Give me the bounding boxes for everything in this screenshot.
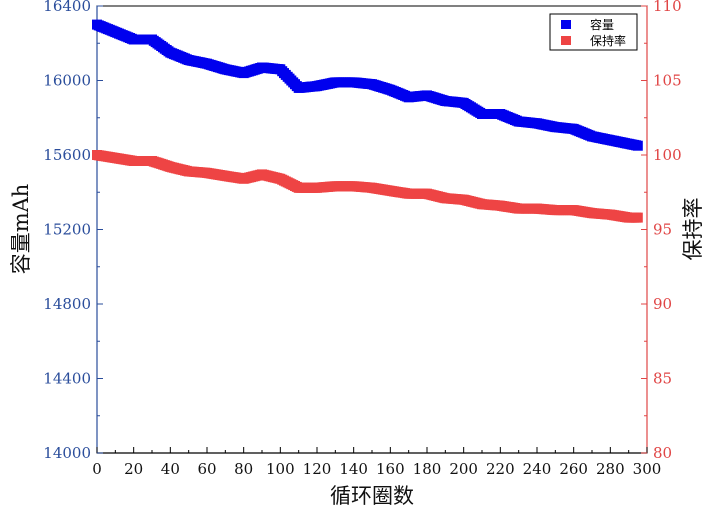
x-axis-ticks: 0 20 40 60 80 100 120 140 160 180 200 220 240 260 280 3… xyxy=(92,447,661,478)
x-tick-label: 0 xyxy=(92,460,102,478)
x-tick-label: 260 xyxy=(559,460,588,478)
right-axis-title: 保持率 xyxy=(681,198,705,261)
x-tick-label: 120 xyxy=(303,460,332,478)
right-tick-label: 95 xyxy=(653,221,672,239)
right-tick-label: 80 xyxy=(653,444,672,462)
x-tick-label: 180 xyxy=(413,460,442,478)
x-tick-label: 140 xyxy=(339,460,368,478)
x-axis-title: 循环圈数 xyxy=(330,484,414,508)
right-tick-label: 90 xyxy=(653,295,672,313)
left-tick-label: 14000 xyxy=(43,444,91,462)
x-tick-label: 160 xyxy=(376,460,405,478)
legend-retention-label: 保持率 xyxy=(590,33,626,48)
x-tick-label: 20 xyxy=(124,460,143,478)
series-capacity xyxy=(92,19,643,151)
plot-frame xyxy=(96,5,648,454)
data-point xyxy=(632,140,643,151)
x-tick-label: 60 xyxy=(197,460,216,478)
legend-retention-marker xyxy=(561,36,571,45)
x-tick-label: 240 xyxy=(523,460,552,478)
right-tick-label: 105 xyxy=(653,72,682,90)
legend-capacity-label: 容量 xyxy=(590,17,614,32)
left-tick-label: 15200 xyxy=(43,221,91,239)
right-axis-ticks: 80 85 90 95 100 105 110 xyxy=(641,0,682,462)
left-tick-label: 14400 xyxy=(43,370,91,388)
left-tick-label: 15600 xyxy=(43,146,91,164)
right-tick-label: 110 xyxy=(653,0,682,15)
legend-capacity-marker xyxy=(561,20,571,29)
data-point xyxy=(632,212,643,223)
left-axis-title: 容量mAh xyxy=(9,184,33,275)
right-tick-label: 100 xyxy=(653,146,682,164)
left-tick-label: 16400 xyxy=(43,0,91,15)
x-tick-label: 40 xyxy=(161,460,180,478)
left-axis-ticks: 14000 14400 14800 15200 15600 16000 16400 xyxy=(43,0,103,462)
left-tick-label: 14800 xyxy=(43,295,91,313)
x-tick-label: 80 xyxy=(234,460,253,478)
x-tick-label: 220 xyxy=(486,460,515,478)
data-series xyxy=(92,19,643,223)
left-tick-label: 16000 xyxy=(43,72,91,90)
x-tick-label: 200 xyxy=(449,460,478,478)
x-tick-label: 280 xyxy=(596,460,625,478)
x-tick-label: 300 xyxy=(633,460,662,478)
right-tick-label: 85 xyxy=(653,370,672,388)
series-retention xyxy=(92,150,643,223)
legend: 容量 保持率 xyxy=(549,13,638,51)
x-tick-label: 100 xyxy=(266,460,295,478)
